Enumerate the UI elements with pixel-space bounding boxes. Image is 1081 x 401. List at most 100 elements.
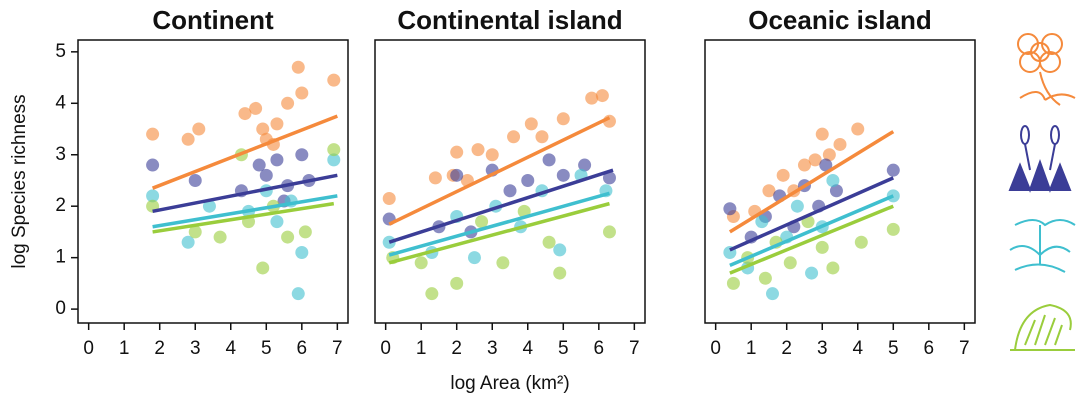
data-point bbox=[556, 112, 570, 126]
data-point bbox=[146, 189, 160, 203]
panel-title: Continent bbox=[152, 5, 274, 35]
data-point bbox=[507, 130, 521, 144]
flower-icon bbox=[1017, 33, 1076, 106]
data-point bbox=[256, 261, 270, 275]
data-point bbox=[723, 202, 737, 216]
x-tick-label: 1 bbox=[746, 338, 757, 359]
data-point bbox=[291, 287, 305, 301]
plot-frame bbox=[704, 39, 976, 324]
data-point bbox=[467, 251, 481, 265]
fit-line bbox=[729, 204, 894, 275]
data-point bbox=[578, 158, 592, 172]
x-tick-label: 5 bbox=[888, 338, 899, 359]
data-point bbox=[851, 122, 865, 136]
x-tick-label: 5 bbox=[261, 338, 272, 359]
data-point bbox=[181, 132, 195, 146]
data-point bbox=[766, 287, 779, 301]
y-tick-label: 1 bbox=[55, 247, 66, 268]
data-point bbox=[762, 184, 776, 198]
data-point bbox=[819, 158, 833, 172]
data-point bbox=[181, 235, 195, 249]
y-tick-label: 5 bbox=[55, 41, 66, 62]
data-point bbox=[249, 101, 263, 115]
data-point bbox=[295, 148, 309, 162]
fit-line bbox=[729, 176, 894, 252]
data-point bbox=[602, 225, 616, 239]
y-axis-label: log Species richness bbox=[9, 94, 30, 268]
data-point bbox=[585, 91, 599, 105]
data-point bbox=[252, 158, 266, 172]
fit-line bbox=[388, 168, 614, 244]
x-axis-label: log Area (km²) bbox=[450, 373, 569, 394]
x-tick-label: 0 bbox=[380, 338, 391, 359]
data-point bbox=[826, 261, 840, 275]
data-point bbox=[496, 256, 510, 270]
y-tick-label: 4 bbox=[55, 92, 66, 113]
data-point bbox=[295, 86, 309, 100]
x-tick-label: 3 bbox=[817, 338, 828, 359]
data-point bbox=[146, 158, 160, 172]
data-point bbox=[783, 256, 797, 270]
x-tick-label: 3 bbox=[487, 338, 498, 359]
fit-line bbox=[152, 194, 338, 229]
data-point bbox=[281, 230, 295, 244]
data-point bbox=[524, 117, 538, 131]
data-point bbox=[485, 148, 499, 162]
data-point bbox=[790, 199, 804, 213]
data-point bbox=[188, 173, 202, 187]
data-point bbox=[755, 215, 769, 229]
data-point bbox=[425, 287, 439, 301]
fit-line bbox=[152, 201, 335, 234]
fit-line bbox=[388, 191, 610, 257]
data-point bbox=[797, 158, 811, 172]
data-point bbox=[192, 122, 206, 136]
x-tick-label: 2 bbox=[781, 338, 792, 359]
x-tick-label: 2 bbox=[451, 338, 462, 359]
data-point bbox=[414, 256, 428, 270]
data-point bbox=[758, 271, 772, 285]
data-point bbox=[475, 215, 489, 229]
x-tick-label: 6 bbox=[924, 338, 935, 359]
data-point bbox=[805, 266, 819, 280]
data-point bbox=[521, 173, 535, 187]
data-point bbox=[382, 191, 396, 205]
data-point bbox=[270, 153, 284, 167]
data-point bbox=[535, 130, 549, 144]
blue-plant-icon bbox=[1008, 125, 1072, 193]
data-point bbox=[298, 225, 312, 239]
fit-line bbox=[729, 194, 894, 267]
x-tick-label: 3 bbox=[190, 338, 201, 359]
data-point bbox=[202, 199, 216, 213]
data-point bbox=[238, 107, 252, 121]
plot-frame bbox=[77, 39, 349, 324]
data-point bbox=[815, 127, 829, 141]
data-point bbox=[776, 168, 790, 182]
data-point bbox=[602, 171, 616, 185]
data-point bbox=[450, 145, 464, 159]
data-point bbox=[826, 173, 840, 187]
data-point bbox=[146, 127, 160, 141]
data-point bbox=[808, 153, 822, 167]
plant-icons bbox=[1008, 33, 1076, 351]
data-point bbox=[270, 215, 284, 229]
y-tick-label: 3 bbox=[55, 144, 66, 165]
data-point bbox=[822, 148, 836, 162]
data-point bbox=[270, 117, 284, 131]
x-tick-label: 7 bbox=[332, 338, 343, 359]
x-tick-label: 5 bbox=[558, 338, 569, 359]
x-tick-label: 4 bbox=[225, 338, 236, 359]
x-tick-label: 0 bbox=[710, 338, 721, 359]
plot-frame bbox=[374, 39, 646, 324]
x-tick-label: 7 bbox=[629, 338, 640, 359]
data-point bbox=[327, 153, 341, 167]
data-point bbox=[886, 222, 900, 236]
data-point bbox=[450, 276, 464, 290]
data-point bbox=[886, 163, 900, 177]
fit-line bbox=[728, 130, 895, 234]
x-tick-label: 6 bbox=[297, 338, 308, 359]
panel-title: Oceanic island bbox=[748, 5, 932, 35]
data-point bbox=[595, 89, 609, 103]
fern-icon bbox=[1010, 303, 1075, 351]
data-point bbox=[829, 184, 843, 198]
data-point bbox=[295, 246, 309, 260]
